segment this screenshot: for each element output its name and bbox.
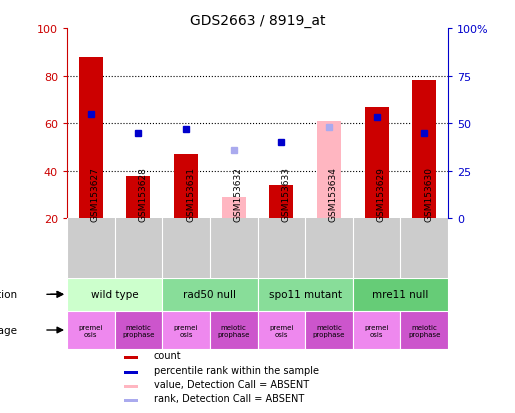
Text: premei
osis: premei osis — [79, 324, 103, 337]
Text: mre11 null: mre11 null — [372, 290, 428, 299]
Text: percentile rank within the sample: percentile rank within the sample — [153, 365, 319, 375]
Bar — [124, 385, 139, 388]
Bar — [365, 107, 388, 219]
Text: GSM153627: GSM153627 — [91, 167, 100, 222]
Text: GSM153633: GSM153633 — [281, 167, 290, 222]
Bar — [353, 311, 401, 349]
Bar — [124, 371, 139, 374]
Text: development stage: development stage — [0, 325, 18, 335]
Bar — [401, 311, 448, 349]
Title: GDS2663 / 8919_at: GDS2663 / 8919_at — [190, 14, 325, 28]
Text: GSM153628: GSM153628 — [139, 167, 147, 222]
Bar — [162, 311, 210, 349]
Bar — [305, 311, 353, 349]
Text: rad50 null: rad50 null — [183, 290, 236, 299]
Bar — [79, 57, 102, 219]
Text: GSM153634: GSM153634 — [329, 167, 338, 222]
Bar — [413, 81, 436, 219]
Text: wild type: wild type — [91, 290, 139, 299]
Text: GSM153631: GSM153631 — [186, 167, 195, 222]
Bar — [67, 311, 115, 349]
Text: premei
osis: premei osis — [269, 324, 294, 337]
Text: meiotic
prophase: meiotic prophase — [313, 324, 345, 337]
Bar — [353, 278, 448, 311]
Text: meiotic
prophase: meiotic prophase — [408, 324, 440, 337]
Bar — [222, 197, 246, 219]
Text: genotype/variation: genotype/variation — [0, 290, 18, 299]
Text: meiotic
prophase: meiotic prophase — [122, 324, 154, 337]
Text: GSM153632: GSM153632 — [234, 167, 243, 222]
Text: value, Detection Call = ABSENT: value, Detection Call = ABSENT — [153, 379, 309, 389]
Text: meiotic
prophase: meiotic prophase — [217, 324, 250, 337]
Bar — [258, 311, 305, 349]
Bar — [127, 176, 150, 219]
Text: count: count — [153, 351, 181, 361]
Text: GSM153629: GSM153629 — [376, 167, 386, 222]
Bar — [210, 311, 258, 349]
Bar — [269, 185, 293, 219]
Text: premei
osis: premei osis — [174, 324, 198, 337]
Bar — [162, 278, 258, 311]
Bar — [258, 278, 353, 311]
Bar — [124, 399, 139, 402]
Bar — [124, 356, 139, 360]
Bar — [174, 155, 198, 219]
Text: premei
osis: premei osis — [365, 324, 389, 337]
Text: GSM153630: GSM153630 — [424, 167, 433, 222]
Bar — [114, 311, 162, 349]
Text: spo11 mutant: spo11 mutant — [269, 290, 341, 299]
Bar — [67, 278, 162, 311]
Bar — [317, 121, 341, 219]
Text: rank, Detection Call = ABSENT: rank, Detection Call = ABSENT — [153, 393, 304, 403]
